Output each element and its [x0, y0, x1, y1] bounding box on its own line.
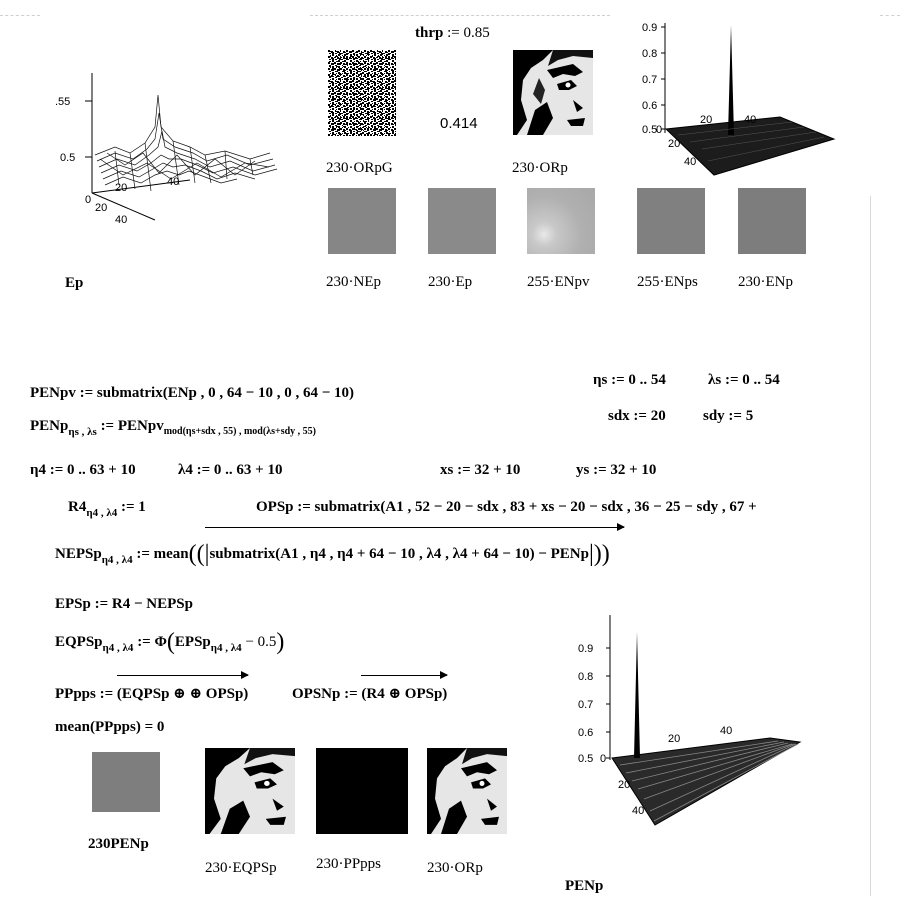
eq-sdx[interactable]: sdx := 20: [608, 408, 666, 424]
penp-grid-lines: [619, 740, 799, 822]
orp-tick-x40: 40: [744, 114, 756, 126]
svg-text:0.9: 0.9: [578, 643, 593, 655]
penp-tick-x40: 40: [720, 725, 732, 737]
eq-nepsp[interactable]: NEPSpη4 , λ4 := mean((|submatrix(A1 , η4…: [55, 523, 625, 568]
svg-text:0.6: 0.6: [578, 727, 593, 739]
ep-surface-mesh: [94, 94, 278, 192]
penp-tick-y20: 20: [618, 779, 630, 791]
svg-text:0: 0: [600, 753, 606, 765]
region-separator-left: [0, 15, 40, 16]
ep-tick-x2: 20: [115, 182, 127, 194]
label-ep-plot: Ep: [65, 275, 84, 291]
eq-epsp[interactable]: EPSp := R4 − NEPSp: [55, 596, 193, 612]
ep-surface-plot[interactable]: .55 0.5 0 20 40 20 40: [55, 55, 285, 235]
ep-tick-x3: 40: [167, 176, 179, 188]
penp-y-ticks: 0.9 0.8 0.7 0.6 0.5 0: [578, 643, 610, 765]
eq-lambda-s-range[interactable]: λs := 0 .. 54: [708, 372, 780, 388]
orp-tick-y40: 40: [684, 156, 696, 168]
eq-mean-pppps[interactable]: mean(PPpps) = 0: [55, 719, 165, 735]
penp-tick-x20: 20: [668, 733, 680, 745]
ep-image[interactable]: [428, 188, 496, 254]
eq-eta-s-range[interactable]: ηs := 0 .. 54: [593, 372, 666, 388]
eq-penpv[interactable]: PENpv := submatrix(ENp , 0 , 64 − 10 , 0…: [30, 385, 354, 401]
label-orp-bottom: 230·ORp: [427, 860, 483, 876]
label-enpv: 255·ENpv: [527, 274, 590, 290]
page-boundary-line: [870, 196, 871, 896]
eq-penp-indexed[interactable]: PENpηs , λs := PENpvmod(ηs+sdx , 55) , m…: [30, 418, 316, 438]
enpv-image[interactable]: [527, 188, 595, 254]
ep-tick-x4: 20: [95, 202, 107, 214]
svg-text:0.5: 0.5: [578, 753, 593, 765]
pppps-image[interactable]: [316, 748, 408, 834]
orp-grid-lines: [677, 121, 825, 162]
svg-text:0.9: 0.9: [642, 22, 657, 34]
ep-tick-x5: 40: [115, 214, 127, 226]
label-nep: 230·NEp: [326, 274, 381, 290]
penp-spike-plot[interactable]: 0.9 0.8 0.7 0.6 0.5 0 20 40 20 40: [560, 610, 810, 835]
enp-image[interactable]: [738, 188, 806, 254]
svg-text:0.8: 0.8: [578, 671, 593, 683]
eq-pppps[interactable]: PPpps := (EQPSp ⊕ ⊕ OPSp): [55, 671, 250, 703]
svg-text:0.5: 0.5: [642, 124, 657, 136]
orp-tick-y20: 20: [668, 138, 680, 150]
label-enp: 230·ENp: [738, 274, 793, 290]
orp-y-ticks: 0.9 0.8 0.7 0.6 0.5 0: [642, 22, 665, 136]
svg-text:0.8: 0.8: [642, 48, 657, 60]
svg-text:0: 0: [656, 124, 662, 136]
label-penp-plot: PENp: [565, 878, 604, 894]
label-ep: 230·Ep: [428, 274, 473, 290]
svg-text:0.7: 0.7: [642, 74, 657, 86]
ep-tick-y-top: .55: [55, 96, 70, 108]
correlation-value: 0.414: [440, 115, 478, 132]
eq-ys[interactable]: ys := 32 + 10: [576, 462, 657, 478]
orp-spike-plot[interactable]: 0.9 0.8 0.7 0.6 0.5 0 20 40 20 40: [628, 15, 838, 180]
penp-tick-y40: 40: [632, 805, 644, 817]
ep-tick-x1: 0: [85, 194, 91, 206]
region-separator-right: [880, 15, 900, 16]
svg-text:0.7: 0.7: [578, 699, 593, 711]
eq-xs[interactable]: xs := 32 + 10: [440, 462, 521, 478]
eq-eqpsp[interactable]: EQPSpη4 , λ4 := Φ(EPSpη4 , λ4 − 0.5): [55, 629, 285, 655]
label-pppps: 230·PPpps: [316, 856, 382, 872]
eq-opsp[interactable]: OPSp := submatrix(A1 , 52 − 20 − sdx , 8…: [256, 499, 757, 515]
thrp-definition[interactable]: thrp := 0.85: [415, 25, 490, 41]
region-separator-mid: [310, 15, 610, 16]
orp-tick-x20: 20: [700, 114, 712, 126]
label-enps: 255·ENps: [637, 274, 698, 290]
orp-image-bottom[interactable]: [427, 748, 507, 834]
eq-eta4[interactable]: η4 := 0 .. 63 + 10: [30, 462, 136, 478]
nep-image[interactable]: [328, 188, 396, 254]
label-orp-top: 230·ORp: [512, 160, 568, 176]
label-orpg: 230·ORpG: [326, 160, 393, 176]
eq-sdy[interactable]: sdy := 5: [703, 408, 754, 424]
svg-text:0.6: 0.6: [642, 100, 657, 112]
label-penp-small: 230PENp: [88, 836, 149, 852]
enps-image[interactable]: [637, 188, 705, 254]
penp-small-image[interactable]: [92, 752, 160, 812]
eq-lambda4[interactable]: λ4 := 0 .. 63 + 10: [178, 462, 283, 478]
eqpsp-image[interactable]: [205, 748, 295, 834]
ep-tick-y-mid: 0.5: [60, 152, 75, 164]
label-eqpsp: 230·EQPSp: [205, 860, 277, 876]
eq-opsnp[interactable]: OPSNp := (R4 ⊕ OPSp): [292, 671, 449, 703]
orp-image-top[interactable]: [513, 50, 593, 135]
eq-r4[interactable]: R4η4 , λ4 := 1: [68, 499, 146, 519]
orpg-noise-image[interactable]: [328, 50, 396, 136]
